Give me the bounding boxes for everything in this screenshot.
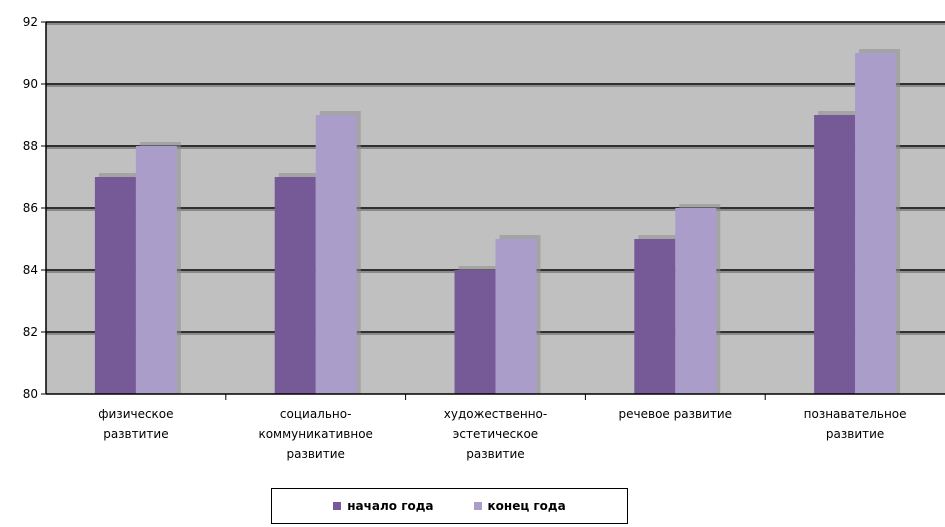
category-label-5-line-2: развитие bbox=[826, 427, 884, 441]
legend-swatch-series-2 bbox=[473, 502, 482, 510]
category-label-3: художественно-эстетическое развитие bbox=[444, 407, 547, 461]
bar-series-1-cat-5 bbox=[814, 115, 856, 394]
category-label-1-line-1: физическое bbox=[98, 407, 173, 421]
category-label-2-line-3: развитие bbox=[286, 447, 344, 461]
ytick-label-88: 88 bbox=[23, 139, 38, 153]
ytick-label-82: 82 bbox=[23, 325, 38, 339]
category-label-4-line-1: речевое развитие bbox=[619, 407, 732, 421]
category-label-4: речевое развитие bbox=[619, 407, 732, 421]
bar-series-2-cat-4 bbox=[675, 208, 717, 394]
ytick-label-90: 90 bbox=[23, 77, 38, 91]
bar-series-2-cat-3 bbox=[495, 239, 537, 394]
category-label-2-line-2: коммуникативное bbox=[258, 427, 372, 441]
bar-series-1-cat-1 bbox=[94, 177, 136, 394]
category-label-5: познавательное развитие bbox=[804, 407, 907, 441]
bar-series-2-cat-2 bbox=[315, 115, 357, 394]
ytick-label-92: 92 bbox=[23, 15, 38, 29]
category-label-3-line-3: развитие bbox=[466, 447, 524, 461]
bar-series-1-cat-2 bbox=[274, 177, 316, 394]
legend-label-series-1: начало года bbox=[347, 499, 434, 513]
chart-legend: начало года конец года bbox=[271, 488, 628, 524]
ytick-label-86: 86 bbox=[23, 201, 38, 215]
legend-item-series-1: начало года bbox=[333, 499, 434, 513]
ytick-label-84: 84 bbox=[23, 263, 38, 277]
category-label-2-line-1: социально- bbox=[280, 407, 352, 421]
legend-swatch-series-1 bbox=[333, 502, 342, 510]
bar-series-2-cat-5 bbox=[855, 53, 897, 394]
category-label-3-line-1: художественно- bbox=[444, 407, 547, 421]
bar-series-2-cat-1 bbox=[135, 146, 177, 394]
category-label-5-line-1: познавательное bbox=[804, 407, 907, 421]
category-label-1: физическое развтитие bbox=[98, 407, 173, 441]
category-label-1-line-2: развтитие bbox=[103, 427, 168, 441]
legend-item-series-2: конец года bbox=[473, 499, 566, 513]
category-label-3-line-2: эстетическое bbox=[453, 427, 538, 441]
bar-series-1-cat-4 bbox=[634, 239, 676, 394]
category-label-2: социально-коммуникативное развитие bbox=[258, 407, 372, 461]
legend-label-series-2: конец года bbox=[487, 499, 566, 513]
ytick-label-80: 80 bbox=[23, 387, 38, 401]
bar-series-1-cat-3 bbox=[454, 270, 496, 394]
